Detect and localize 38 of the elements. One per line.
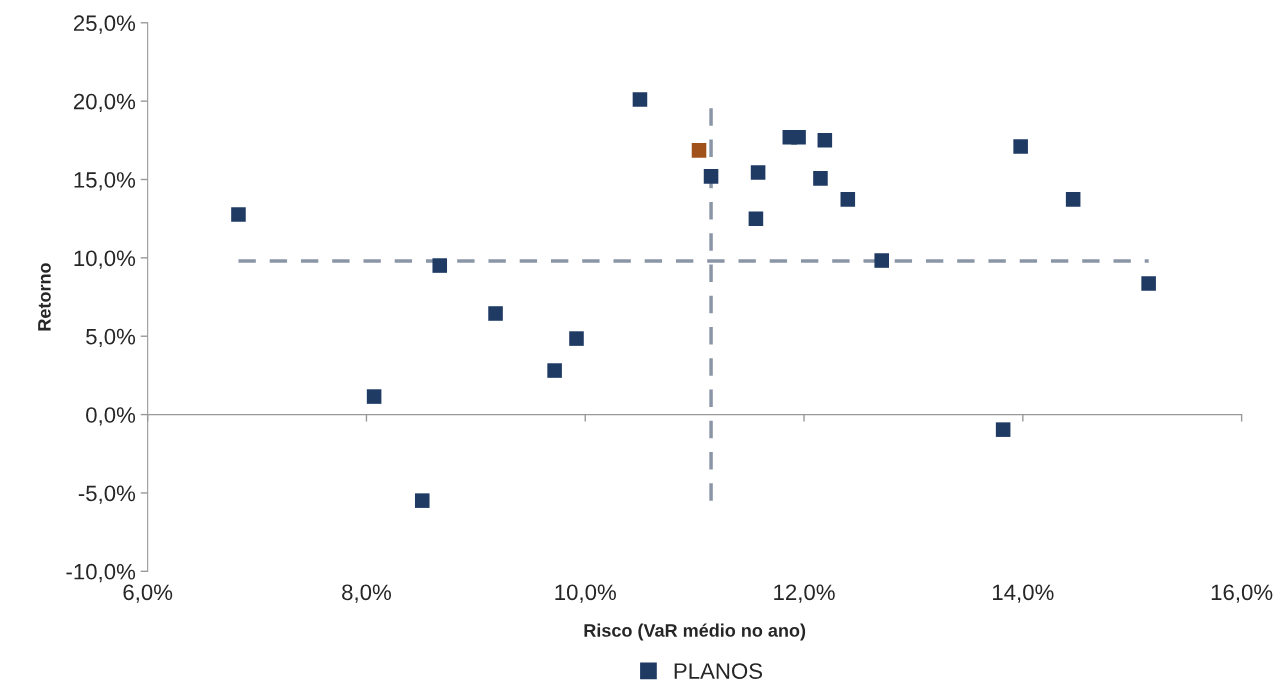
x-axis-title: Risco (VaR médio no ano) [584,623,806,641]
x-tick-label: 12,0% [774,584,835,603]
point [995,422,1011,437]
point [817,133,833,148]
point [874,253,889,268]
x-tick-label: 8,0% [342,584,391,603]
x-tick-label: 16,0% [1211,584,1273,603]
point [840,192,856,207]
point [1141,276,1156,291]
y-tick-label: 25,0% [73,15,136,34]
point [414,493,430,508]
y-tick-label: -10,0% [66,563,136,583]
point [432,258,448,273]
point [750,165,766,180]
point [366,389,382,404]
legend-label: PLANOS [674,663,763,679]
point [703,169,719,184]
point [691,143,707,158]
point [1013,139,1028,154]
point [748,211,764,226]
x-tick-label: 6,0% [123,584,173,603]
point [791,129,806,145]
point [1065,192,1081,207]
point [569,331,584,346]
point [231,207,246,222]
y-tick-label: 10,0% [74,250,136,269]
y-tick-label: 5,0% [86,328,136,348]
point [488,306,503,321]
x-tick-label: 14,0% [993,584,1054,603]
point [813,171,828,186]
point [547,363,562,378]
y-tick-label: 20,0% [73,93,136,113]
point [632,92,648,107]
y-axis-title: Retorno [38,263,51,331]
y-tick-label: 0,0% [86,407,136,426]
y-tick-label: 15,0% [74,172,136,191]
y-tick-label: -5,0% [78,485,136,504]
x-tick-label: 10,0% [555,584,616,603]
